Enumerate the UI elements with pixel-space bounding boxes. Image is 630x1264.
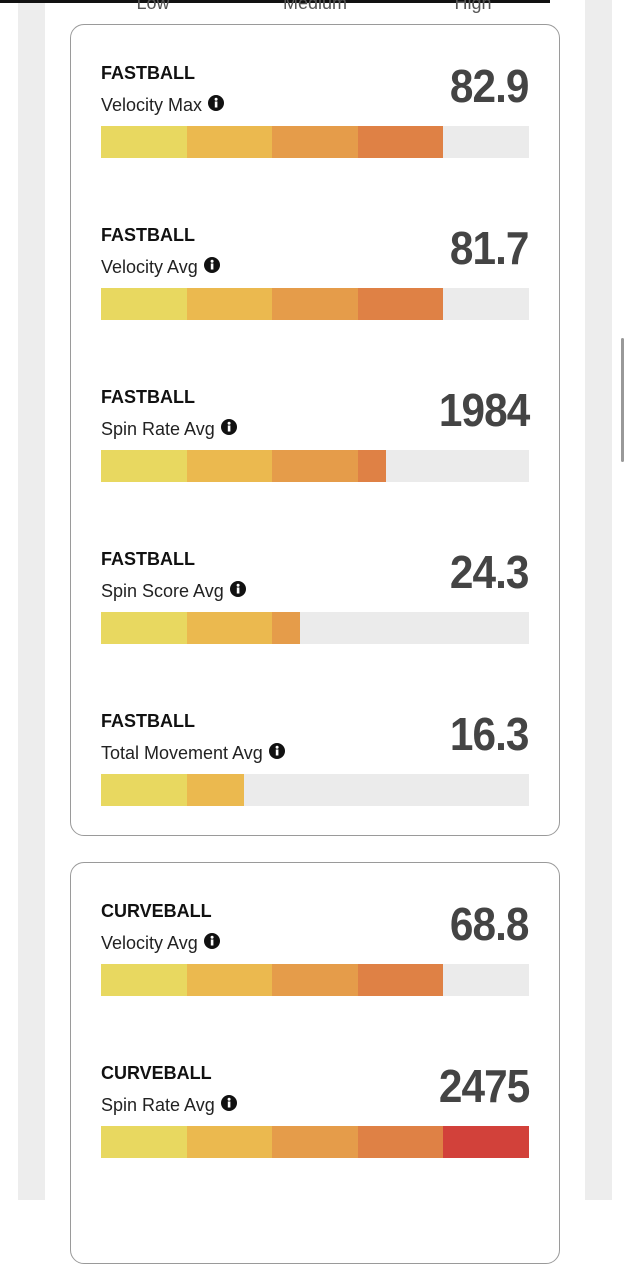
scale-high: High [454, 0, 492, 13]
metric-name: Total Movement Avg [101, 743, 263, 763]
metric-label: Spin Rate Avg [101, 419, 237, 440]
level-segment [357, 288, 444, 320]
metric-label: Velocity Avg [101, 933, 220, 954]
right-gutter [585, 0, 612, 1200]
metric-name: Velocity Avg [101, 933, 198, 953]
level-segment [101, 612, 187, 644]
level-segment [186, 126, 273, 158]
level-bar [101, 774, 529, 806]
metric-value: 68.8 [450, 898, 530, 950]
level-segment [272, 964, 358, 996]
level-segment [272, 1126, 358, 1158]
pitch-type: CURVEBALL [101, 901, 212, 921]
info-icon[interactable] [220, 419, 237, 440]
metric-card: FASTBALL Velocity Max 82.9 FASTBALL Velocity… [70, 24, 560, 836]
level-segment [272, 288, 358, 320]
pitch-type: FASTBALL [101, 549, 195, 569]
pitch-type: CURVEBALL [101, 1063, 212, 1083]
metric-label: Spin Rate Avg [101, 1095, 237, 1116]
pitch-type: FASTBALL [101, 63, 195, 83]
scale-medium: Medium [282, 0, 348, 13]
info-icon[interactable] [220, 1095, 237, 1116]
metric-value: 16.3 [450, 708, 530, 760]
metric-label: Velocity Avg [101, 257, 220, 278]
level-segment [357, 1126, 444, 1158]
metric-card: CURVEBALL Velocity Avg 68.8 CURVEBALL Spin R… [70, 862, 560, 1264]
level-segment [186, 450, 273, 482]
metric-value: 81.7 [450, 222, 530, 274]
level-segment [186, 1126, 273, 1158]
level-segment [186, 964, 273, 996]
level-segment [357, 126, 444, 158]
metric-row: CURVEBALL Spin Rate Avg 2475 [101, 1025, 530, 1158]
metric-row: FASTBALL Spin Score Avg 24.3 [101, 511, 530, 644]
level-segment [101, 1126, 187, 1158]
metric-name: Spin Score Avg [101, 581, 224, 601]
metric-value: 24.3 [450, 546, 530, 598]
level-segment [186, 774, 244, 806]
info-icon[interactable] [229, 581, 246, 602]
metric-name: Velocity Avg [101, 257, 198, 277]
left-gutter [18, 0, 45, 1200]
level-segment [101, 450, 187, 482]
level-bar [101, 612, 529, 644]
metric-label: Total Movement Avg [101, 743, 285, 764]
level-segment [272, 450, 358, 482]
metric-row: FASTBALL Velocity Max 82.9 [101, 25, 530, 158]
metric-name: Spin Rate Avg [101, 1095, 215, 1115]
pitch-type: FASTBALL [101, 387, 195, 407]
pitch-type: FASTBALL [101, 711, 195, 731]
level-segment [357, 964, 444, 996]
metric-row: FASTBALL Spin Rate Avg 1984 [101, 349, 530, 482]
level-segment [186, 612, 273, 644]
metric-row: FASTBALL Total Movement Avg 16.3 [101, 673, 530, 806]
level-bar [101, 126, 529, 158]
metric-row: FASTBALL Velocity Avg 81.7 [101, 187, 530, 320]
metric-name: Velocity Max [101, 95, 203, 115]
level-bar [101, 964, 529, 996]
metric-name: Spin Rate Avg [101, 419, 215, 439]
info-icon[interactable] [208, 95, 225, 116]
level-segment [272, 612, 301, 644]
level-segment [101, 126, 187, 158]
level-segment [443, 1126, 529, 1158]
level-segment [357, 450, 387, 482]
metric-value: 2475 [438, 1060, 530, 1112]
metric-label: Spin Score Avg [101, 581, 246, 602]
level-bar [101, 288, 529, 320]
level-segment [101, 964, 187, 996]
info-icon[interactable] [203, 257, 220, 278]
level-segment [186, 288, 273, 320]
pitch-type: FASTBALL [101, 225, 195, 245]
metric-value: 82.9 [450, 60, 530, 112]
scrollbar [621, 338, 624, 462]
level-segment [272, 126, 358, 158]
metric-value: 1984 [438, 384, 530, 436]
top-divider [0, 0, 550, 3]
info-icon[interactable] [268, 743, 285, 764]
level-bar [101, 450, 529, 482]
scale-low: Low [136, 0, 170, 13]
info-icon[interactable] [203, 933, 220, 954]
metric-row: CURVEBALL Velocity Avg 68.8 [101, 863, 530, 996]
level-bar [101, 1126, 529, 1158]
metric-label: Velocity Max [101, 95, 225, 116]
level-segment [101, 774, 187, 806]
level-segment [101, 288, 187, 320]
